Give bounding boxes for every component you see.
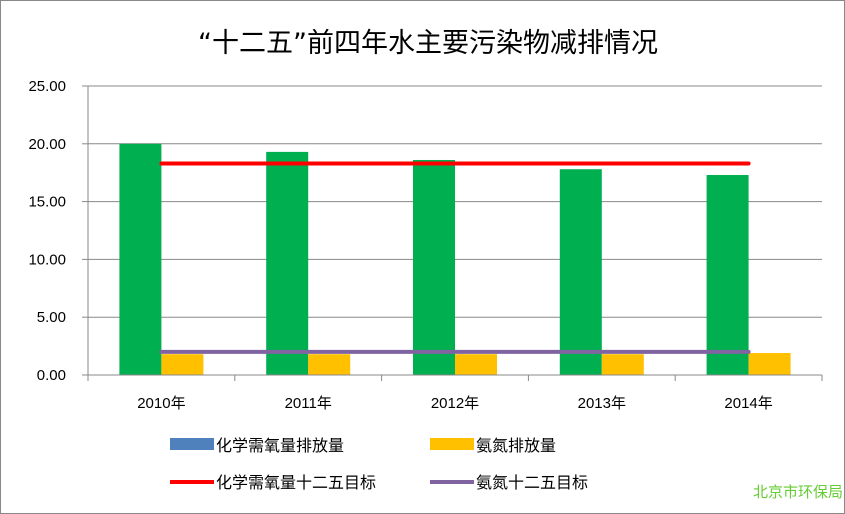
- bar-nh3n: [455, 354, 497, 375]
- y-tick-label: 5.00: [37, 309, 66, 326]
- legend-label: 化学需氧量排放量: [216, 436, 344, 455]
- x-tick-label: 2011年: [285, 395, 332, 412]
- bar-cod: [413, 159, 455, 375]
- bar-nh3n: [308, 354, 351, 375]
- x-tick-label: 2010年: [137, 395, 185, 412]
- y-tick-label: 0.00: [37, 367, 66, 384]
- bar-cod: [559, 169, 602, 375]
- bar-nh3n: [601, 354, 644, 375]
- legend-swatch: [430, 438, 474, 450]
- bar-cod: [706, 175, 749, 375]
- legend-label: 氨氮排放量: [476, 436, 556, 455]
- x-tick-label: 2014年: [724, 395, 772, 412]
- watermark: 北京市环保局: [753, 483, 843, 501]
- y-tick-label: 10.00: [28, 251, 66, 268]
- x-tick-label: 2013年: [578, 395, 626, 412]
- x-tick-label: 2012年: [431, 395, 479, 412]
- legend-label: 氨氮十二五目标: [476, 473, 588, 492]
- legend-label: 化学需氧量十二五目标: [216, 473, 376, 492]
- y-tick-label: 20.00: [28, 136, 66, 153]
- bar-cod: [266, 151, 309, 375]
- y-tick-label: 15.00: [28, 194, 66, 211]
- y-tick-label: 25.00: [28, 78, 66, 95]
- chart-title: “十二五”前四年水主要污染物减排情况: [198, 28, 658, 59]
- legend-swatch: [170, 438, 214, 450]
- bar-nh3n: [161, 354, 204, 375]
- bar-cod: [119, 143, 162, 375]
- bar-nh3n: [748, 353, 791, 375]
